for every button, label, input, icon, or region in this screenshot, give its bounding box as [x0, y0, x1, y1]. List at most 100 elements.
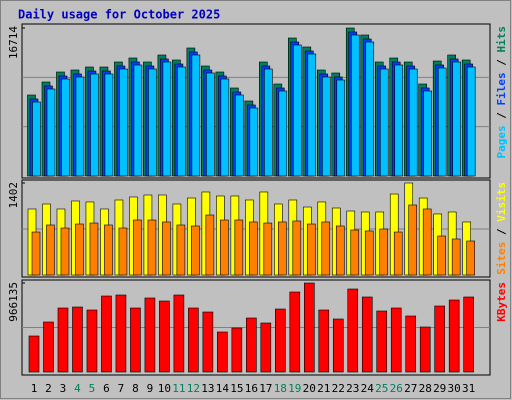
bar [57, 307, 69, 373]
x-tick-label: 31 [462, 382, 475, 395]
x-tick-label: 10 [158, 382, 171, 395]
legend: KBytes [495, 282, 508, 322]
bar [234, 219, 244, 276]
x-tick-label: 25 [375, 382, 388, 395]
bar [289, 291, 301, 373]
x-tick-label: 24 [361, 382, 375, 395]
bar [335, 225, 345, 276]
bar [173, 294, 185, 373]
bar [365, 41, 375, 177]
bar [466, 66, 476, 177]
bar [86, 309, 98, 373]
x-tick-label: 30 [448, 382, 461, 395]
bar [217, 331, 228, 373]
bar [144, 297, 156, 373]
bar [332, 318, 344, 373]
bar [220, 78, 230, 177]
chart-title: Daily usage for October 2025 [18, 8, 220, 22]
x-tick-label: 16 [245, 382, 258, 395]
bar [104, 73, 114, 177]
legend-entry: Hits [495, 26, 508, 53]
x-tick-label: 28 [419, 382, 432, 395]
bar [379, 228, 389, 276]
bar [32, 101, 41, 177]
bar [43, 321, 54, 373]
bar [448, 299, 460, 373]
bar [46, 224, 55, 276]
bar [437, 67, 447, 177]
x-tick-label: 6 [103, 382, 110, 395]
x-tick-label: 8 [132, 382, 139, 395]
bar [419, 326, 431, 373]
x-tick-label: 26 [390, 382, 403, 395]
bar [293, 44, 302, 177]
x-tick-label: 13 [201, 382, 214, 395]
bar [364, 230, 374, 276]
bar [249, 107, 259, 177]
bar [336, 79, 346, 177]
bar [191, 54, 201, 177]
bar [260, 322, 272, 373]
legend-entry: KBytes [495, 282, 508, 322]
bar [104, 224, 113, 276]
y-tick-label: 1402 [7, 182, 20, 209]
y-tick-label: 966135 [7, 282, 20, 322]
bar [318, 309, 330, 373]
bar [101, 295, 112, 373]
x-tick-label: 20 [303, 382, 316, 395]
bar [72, 306, 83, 373]
x-tick-label: 3 [60, 382, 67, 395]
bar [60, 227, 70, 276]
legend-separator: / [495, 222, 508, 242]
x-tick-label: 14 [216, 382, 230, 395]
x-tick-label: 2 [45, 382, 52, 395]
bar [235, 94, 244, 177]
legend-separator: / [495, 53, 508, 73]
bar [264, 68, 273, 177]
bar [90, 73, 99, 177]
bar [306, 223, 316, 276]
x-tick-label: 15 [230, 382, 243, 395]
x-tick-label: 18 [274, 382, 287, 395]
bar [379, 68, 389, 177]
bar [452, 61, 461, 177]
legend: Sites / Visits [495, 182, 508, 275]
bar [278, 90, 288, 177]
bar [350, 34, 360, 177]
bar [202, 311, 214, 373]
bar [275, 308, 286, 373]
bar [118, 227, 128, 276]
legend-entry: Pages [495, 125, 508, 158]
bar [46, 88, 56, 177]
bar [393, 231, 403, 276]
bar [423, 90, 433, 177]
bar [321, 76, 331, 177]
bar [451, 238, 461, 276]
bar [147, 219, 157, 276]
x-tick-label: 27 [404, 382, 417, 395]
bar [75, 223, 84, 276]
bar [408, 204, 418, 276]
x-tick-label: 7 [118, 382, 125, 395]
x-tick-label: 5 [89, 382, 96, 395]
bar [28, 335, 40, 373]
bar [177, 66, 186, 177]
x-tick-label: 4 [74, 382, 81, 395]
legend-entry: Sites [495, 242, 508, 275]
bar [206, 72, 215, 177]
bar [408, 68, 418, 177]
bar [133, 64, 143, 177]
legend-separator: / [495, 106, 508, 126]
bar [394, 64, 404, 177]
bar [249, 221, 258, 276]
bar [466, 240, 475, 276]
bar [61, 78, 70, 177]
x-tick-label: 19 [288, 382, 301, 395]
bar [263, 222, 273, 276]
bar [361, 296, 373, 373]
bar [162, 61, 172, 177]
bar [220, 219, 229, 276]
bar [133, 219, 142, 276]
legend: Pages / Files / Hits [495, 26, 508, 159]
